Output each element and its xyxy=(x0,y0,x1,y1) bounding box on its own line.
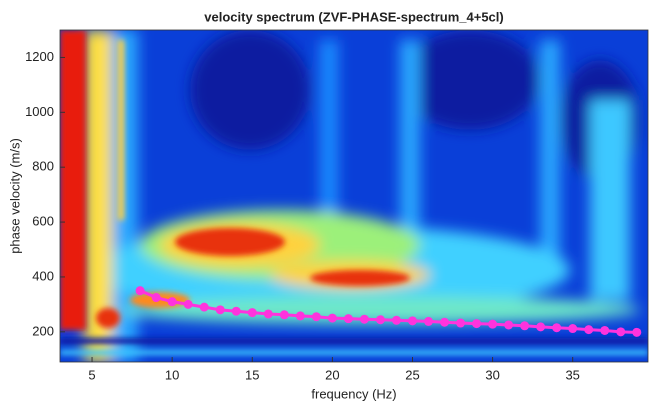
spectrum-image xyxy=(60,30,648,362)
picked-point xyxy=(424,316,434,326)
picked-point xyxy=(231,306,241,316)
x-tick-label: 20 xyxy=(325,367,339,382)
y-tick-label: 600 xyxy=(32,214,54,229)
picked-point xyxy=(359,314,369,324)
y-axis-label: phase velocity (m/s) xyxy=(7,138,22,254)
x-tick-label: 5 xyxy=(88,367,95,382)
picked-point xyxy=(536,322,546,332)
y-tick-label: 800 xyxy=(32,159,54,174)
picked-point xyxy=(327,313,337,323)
chart-title: velocity spectrum (ZVF-PHASE-spectrum_4+… xyxy=(204,9,503,24)
picked-point xyxy=(520,321,530,331)
x-tick-label: 25 xyxy=(405,367,419,382)
x-tick-label: 35 xyxy=(565,367,579,382)
picked-point xyxy=(407,316,417,326)
y-tick-label: 1000 xyxy=(25,104,54,119)
picked-point xyxy=(616,327,626,337)
plot-frame xyxy=(59,29,649,363)
picked-point xyxy=(600,325,610,335)
picked-point xyxy=(199,302,209,312)
picked-point xyxy=(295,311,305,321)
picked-point xyxy=(263,309,273,319)
picked-point xyxy=(584,325,594,335)
picked-point xyxy=(247,308,257,318)
picked-point xyxy=(279,310,289,320)
picked-point xyxy=(375,315,385,325)
picked-point xyxy=(311,312,321,322)
picked-point xyxy=(167,297,177,307)
y-tick-label: 400 xyxy=(32,268,54,283)
x-tick-label: 15 xyxy=(245,367,259,382)
picked-point xyxy=(504,320,514,330)
picked-point xyxy=(440,317,450,327)
picked-point xyxy=(215,305,225,315)
picked-point xyxy=(456,318,466,328)
picked-point xyxy=(632,327,642,337)
picked-point xyxy=(568,324,578,334)
picked-point xyxy=(488,319,498,329)
picked-point xyxy=(135,286,145,296)
picked-point xyxy=(391,315,401,325)
x-tick-label: 10 xyxy=(165,367,179,382)
x-axis-label: frequency (Hz) xyxy=(311,386,396,401)
picked-point xyxy=(151,293,161,303)
y-tick-label: 200 xyxy=(32,323,54,338)
picked-point xyxy=(552,323,562,333)
picked-point xyxy=(472,319,482,329)
picked-point xyxy=(343,314,353,324)
picked-point xyxy=(183,299,193,309)
y-tick-label: 1200 xyxy=(25,49,54,64)
x-tick-label: 30 xyxy=(485,367,499,382)
